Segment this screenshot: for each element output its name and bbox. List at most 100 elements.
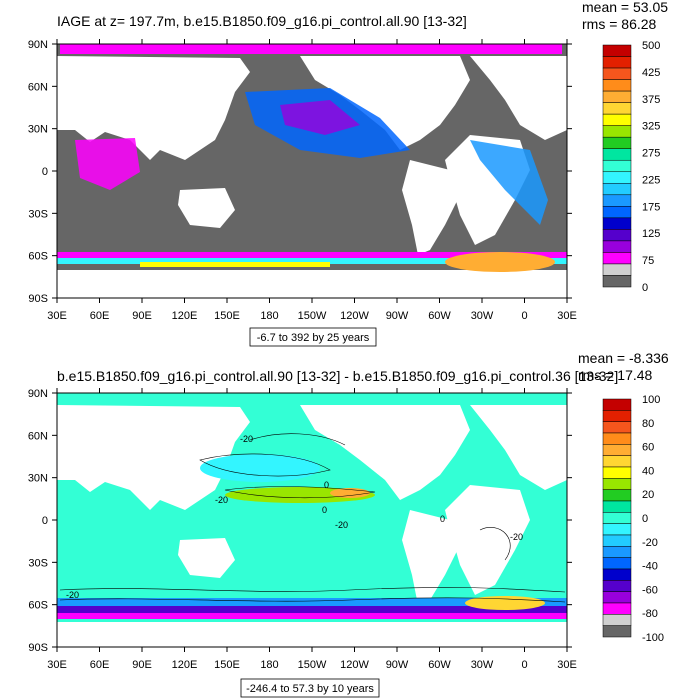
x-tick-label: 150W bbox=[298, 659, 327, 671]
panel-2-contour-labels: -20 -20 -20 -20 0 0 0 -20 bbox=[66, 434, 523, 600]
panel-2-range-box: -246.4 to 57.3 by 10 years bbox=[240, 678, 380, 698]
panel-1-colorbar: 500 425 375 325 275 225 175 125 75 0 bbox=[602, 40, 660, 294]
panel-1-southern-hotspot bbox=[445, 252, 555, 272]
colorbar-swatch bbox=[602, 79, 632, 92]
panel-2-contour bbox=[59, 587, 566, 593]
colorbar-label: -80 bbox=[642, 608, 658, 620]
panel-2-range-label: -246.4 to 57.3 by 10 years bbox=[246, 683, 374, 695]
colorbar-swatch bbox=[602, 523, 632, 536]
colorbar-swatch bbox=[602, 67, 632, 80]
panel-2-contour bbox=[59, 597, 566, 603]
panel-2-contour bbox=[224, 486, 376, 499]
colorbar-swatch bbox=[602, 500, 632, 513]
panel-1-atlantic-blue bbox=[470, 140, 548, 225]
x-tick-label: 120W bbox=[340, 659, 369, 671]
panel-1-land-eurasia bbox=[57, 56, 250, 160]
x-tick-label: 90W bbox=[386, 310, 409, 322]
x-tick-label: 30W bbox=[471, 310, 494, 322]
colorbar-label: 0 bbox=[642, 513, 648, 525]
y-tick-label: 90N bbox=[28, 39, 48, 51]
colorbar-swatch bbox=[602, 546, 632, 558]
colorbar-swatch bbox=[602, 183, 632, 196]
panel-2-rms: rms = 17.48 bbox=[578, 367, 653, 383]
x-tick-label: 90E bbox=[132, 310, 152, 322]
colorbar-label: 20 bbox=[642, 489, 654, 501]
colorbar-swatch bbox=[602, 102, 632, 115]
colorbar-swatch bbox=[602, 614, 632, 626]
contour-label: -20 bbox=[215, 495, 228, 505]
colorbar-swatch bbox=[602, 466, 632, 479]
colorbar-label: 425 bbox=[642, 67, 660, 79]
x-tick-label: 60E bbox=[90, 310, 110, 322]
colorbar-swatch bbox=[602, 568, 632, 581]
colorbar-swatch bbox=[602, 489, 632, 502]
colorbar-swatch bbox=[602, 217, 632, 230]
colorbar-swatch bbox=[602, 410, 632, 422]
panel-1-x-ticks: 30E 60E 90E 120E 150E 180 150W 120W 90W 60W 30W 0 30… bbox=[47, 39, 577, 322]
panel-1-map bbox=[57, 44, 567, 298]
colorbar-label: -100 bbox=[642, 632, 664, 644]
x-tick-label: 120W bbox=[340, 310, 369, 322]
panel-2-contour bbox=[479, 527, 511, 561]
colorbar-label: -20 bbox=[642, 537, 658, 549]
colorbar-swatch bbox=[602, 171, 632, 184]
colorbar-swatch bbox=[602, 44, 632, 57]
contour-label: 0 bbox=[440, 514, 445, 524]
colorbar-swatch bbox=[602, 432, 632, 445]
panel-2-x-ticks: 30E 60E 90E 120E 150E 180 150W 120W 90W 60W 30W 0 30… bbox=[47, 388, 577, 671]
panel-2-southern-band-purple bbox=[57, 606, 567, 613]
x-tick-label: 180 bbox=[260, 659, 278, 671]
panel-1-southern-band-cyan bbox=[57, 258, 567, 264]
x-tick-label: 120E bbox=[172, 310, 198, 322]
panel-2-land-samerica bbox=[402, 510, 460, 605]
panel-1-indian-magenta bbox=[75, 138, 140, 190]
colorbar-swatch bbox=[602, 275, 632, 288]
panel-2-map bbox=[57, 393, 567, 647]
contour-label: -20 bbox=[240, 434, 253, 444]
colorbar-swatch bbox=[602, 625, 632, 638]
x-tick-label: 30W bbox=[471, 659, 494, 671]
colorbar-label: 60 bbox=[642, 442, 654, 454]
panel-2-title: b.e15.B1850.f09_g16.pi_control.all.90 [1… bbox=[57, 368, 618, 384]
panel-1: IAGE at z= 197.7m, b.e15.B1850.f09_g16.p… bbox=[28, 0, 668, 347]
colorbar-swatch bbox=[602, 240, 632, 253]
colorbar-swatch bbox=[602, 580, 632, 592]
contour-label: -20 bbox=[510, 532, 523, 542]
x-tick-label: 0 bbox=[521, 310, 527, 322]
colorbar-swatch bbox=[602, 229, 632, 242]
panel-2: b.e15.B1850.f09_g16.pi_control.all.90 [1… bbox=[28, 350, 669, 698]
x-tick-label: 60W bbox=[428, 659, 451, 671]
panel-2-land-namerica bbox=[300, 405, 470, 500]
panel-2-contour bbox=[199, 453, 331, 477]
colorbar-swatch bbox=[602, 534, 632, 547]
y-tick-label: 30N bbox=[28, 473, 48, 485]
contour-label: -20 bbox=[335, 520, 348, 530]
panel-1-y-ticks: 90N 60N 30N 0 30S 60S 90S bbox=[28, 39, 572, 305]
x-tick-label: 120E bbox=[172, 659, 198, 671]
panel-2-mean: mean = -8.336 bbox=[578, 350, 669, 366]
y-tick-label: 0 bbox=[42, 166, 48, 178]
x-tick-label: 60E bbox=[90, 659, 110, 671]
colorbar-swatch bbox=[602, 591, 632, 604]
panel-2-colorbar: 100 80 60 40 20 0 -20 -40 -60 -80 -100 bbox=[602, 394, 664, 644]
y-tick-label: 30N bbox=[28, 124, 48, 136]
panel-2-pacific-negative bbox=[200, 454, 320, 482]
colorbar-swatch bbox=[602, 136, 632, 149]
panel-2-y-ticks: 90N 60N 30N 0 30S 60S 90S bbox=[28, 388, 572, 654]
y-tick-label: 60S bbox=[28, 600, 48, 612]
colorbar-label: 75 bbox=[642, 255, 654, 267]
colorbar-label: 100 bbox=[642, 394, 660, 406]
x-tick-label: 60W bbox=[428, 310, 451, 322]
y-tick-label: 30S bbox=[28, 557, 48, 569]
x-tick-label: 30E bbox=[557, 310, 577, 322]
colorbar-swatch bbox=[602, 444, 632, 456]
colorbar-swatch bbox=[602, 557, 632, 570]
x-tick-label: 30E bbox=[557, 659, 577, 671]
colorbar-label: 325 bbox=[642, 121, 660, 133]
y-tick-label: 60S bbox=[28, 251, 48, 263]
colorbar-swatch bbox=[602, 90, 632, 103]
panel-2-land-antarctica bbox=[57, 622, 567, 647]
panel-1-land-namerica bbox=[300, 56, 470, 150]
panel-1-range-label: -6.7 to 392 by 25 years bbox=[257, 332, 370, 344]
